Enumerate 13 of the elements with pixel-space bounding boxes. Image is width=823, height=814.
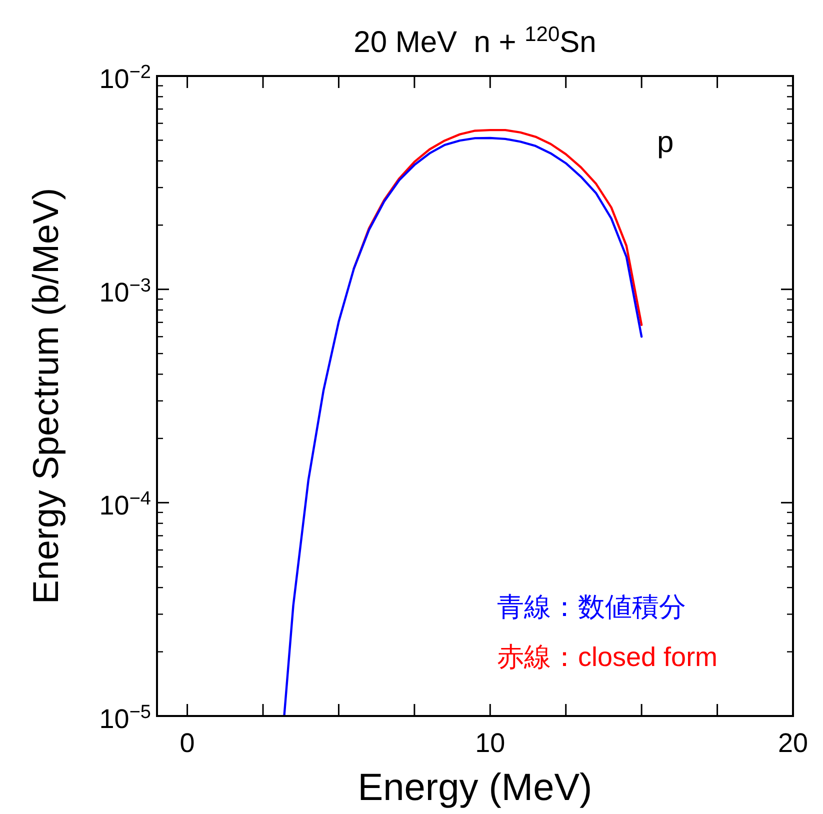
annotation: p [657,126,674,159]
x-tick-label: 20 [778,728,808,758]
text: 青線：数値積分 [497,592,686,622]
y-tick-label: 10$^{−5}$ [99,702,151,734]
y-tick-label: 10$^{−3}$ [99,274,151,308]
x-axis-title: Energy (MeV) [358,767,592,809]
y-tick-label: 10$^{−2}$ [99,62,151,94]
text: 赤線：closed form [497,642,718,672]
chart-title: 20 MeV n + $^{120}$Sn [354,22,596,59]
x-tick-label: 0 [180,728,195,758]
x-tick-label: 10 [475,728,506,758]
y-axis-title: Energy Spectrum (b/MeV) [25,188,66,604]
y-tick-label: 10$^{−4}$ [99,488,152,521]
